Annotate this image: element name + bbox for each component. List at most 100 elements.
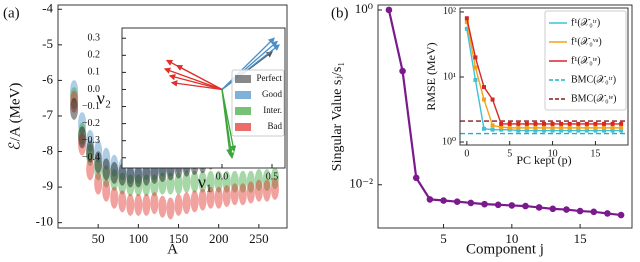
data-point (78, 133, 87, 156)
data-point (134, 165, 143, 188)
data-point (576, 121, 581, 126)
data-point (94, 172, 103, 195)
y-tick-label: -8 (42, 143, 53, 158)
data-point (453, 198, 461, 205)
data-point (134, 193, 143, 216)
data-point (426, 196, 434, 203)
data-point (499, 121, 504, 126)
data-point (617, 211, 625, 219)
y-tick-label: -4 (42, 0, 53, 15)
data-point (206, 170, 215, 193)
data-point (542, 125, 546, 130)
data-point (70, 80, 79, 103)
data-point (610, 121, 615, 126)
y-tick-label: 10⁰ (442, 136, 456, 147)
data-point (467, 199, 475, 207)
data-point (524, 125, 529, 130)
data-point (94, 151, 103, 174)
loading-vector (221, 40, 278, 90)
y-axis-label: RMSE (MeV) (424, 42, 438, 110)
y-tick-label: 0.1 (88, 67, 101, 78)
data-point (619, 125, 624, 130)
data-point (70, 97, 79, 120)
data-point (102, 165, 111, 188)
data-point (86, 158, 95, 181)
x-tick-label: 15 (590, 148, 600, 159)
data-point (593, 125, 598, 130)
data-point (142, 193, 151, 216)
data-point (550, 125, 555, 130)
data-point (94, 140, 103, 163)
data-point (567, 121, 572, 126)
data-point (590, 208, 598, 216)
data-point (482, 85, 486, 90)
data-point (182, 192, 191, 215)
legend-box (231, 69, 285, 137)
y-tick-label: -9 (42, 178, 53, 193)
data-point (576, 207, 584, 215)
data-point (473, 77, 478, 82)
x-axis-label: ν₁ (198, 172, 212, 192)
data-point (490, 97, 495, 102)
data-point (619, 121, 624, 126)
y-tick-label: −0.3 (82, 135, 100, 146)
data-point (584, 121, 589, 126)
data-point (166, 197, 175, 220)
data-point (482, 126, 486, 131)
data-point (516, 125, 521, 130)
x-tick-label: 5 (440, 231, 447, 246)
data-point (158, 195, 167, 218)
data-point (166, 172, 175, 195)
data-point (214, 186, 223, 209)
data-point (584, 128, 589, 133)
loading-vector (221, 37, 275, 90)
data-point (473, 55, 478, 60)
y-tick-label: 0.2 (88, 50, 101, 61)
data-point (508, 202, 516, 209)
data-point (542, 128, 546, 133)
data-point (550, 121, 555, 126)
legend-label: f¹(𝒳₀ᵗʳ) (571, 17, 600, 28)
data-point (206, 186, 215, 209)
loading-vector (168, 73, 223, 91)
data-point (399, 67, 406, 75)
data-point (516, 121, 521, 126)
data-point (499, 125, 504, 130)
data-point (567, 125, 572, 130)
y-tick-label: -7 (42, 107, 53, 122)
y-tick-label: 10⁰ (355, 1, 373, 16)
y-tick-label: 10² (443, 6, 456, 17)
data-point (246, 170, 255, 193)
legend-label: Good (262, 89, 282, 99)
loading-vector (221, 89, 237, 153)
data-point (110, 168, 119, 191)
data-point (262, 168, 271, 191)
data-point (464, 20, 469, 25)
legend-swatch (235, 91, 251, 99)
y-tick-label: 10⁻² (349, 176, 373, 191)
data-point (174, 172, 183, 195)
data-point (198, 188, 207, 211)
data-point (230, 170, 239, 193)
data-point (254, 179, 263, 202)
y-tick-label: −0.4 (82, 152, 100, 163)
data-point (533, 128, 538, 133)
data-point (481, 200, 488, 208)
x-tick-label: 0.0 (216, 171, 229, 182)
x-tick-label: 5 (507, 148, 512, 159)
data-point (576, 128, 581, 133)
data-point (490, 123, 495, 128)
data-point (86, 140, 95, 163)
data-point (254, 168, 263, 191)
data-point (70, 90, 79, 113)
data-point (602, 121, 606, 126)
data-point (524, 128, 529, 133)
inset-frame (459, 7, 629, 146)
data-point (533, 125, 538, 130)
data-point (78, 122, 87, 145)
y-tick-label: -10 (36, 214, 53, 229)
data-point (516, 128, 521, 133)
data-point (473, 65, 478, 70)
data-point (78, 112, 87, 135)
